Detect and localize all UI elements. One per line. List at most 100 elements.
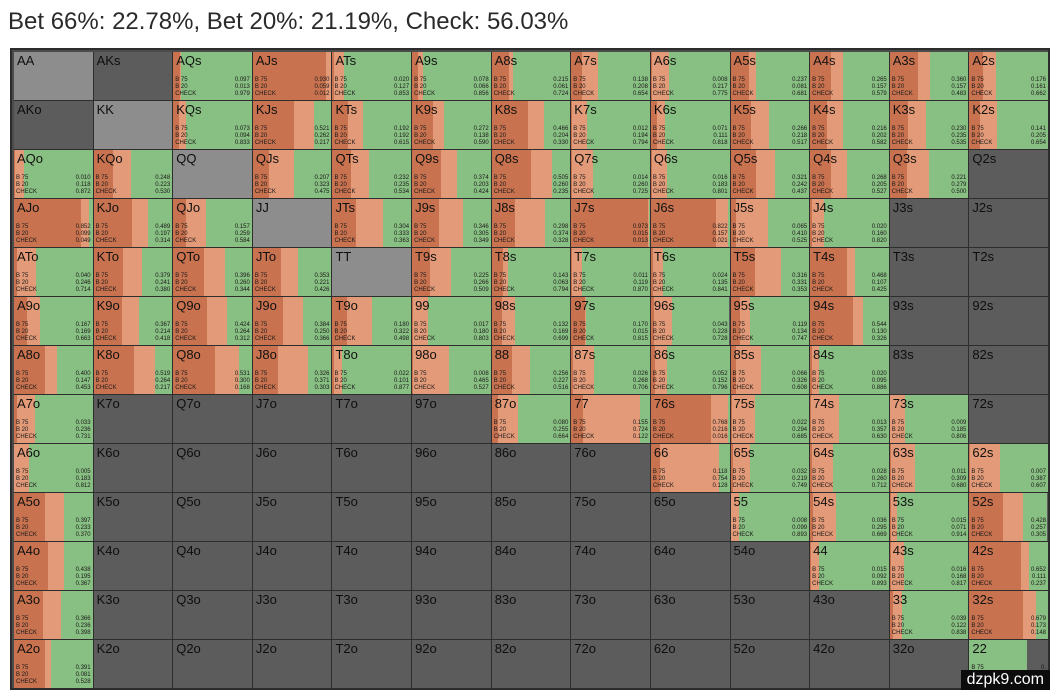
hand-cell-k5o[interactable]: K5o [93,493,173,541]
hand-cell-43s[interactable]: 43s B 75 0.016 B 20 0.168 CHECK 0.817 [889,542,969,590]
hand-cell-64s[interactable]: 64s B 75 0.028 B 20 0.260 CHECK 0.712 [810,444,889,492]
hand-cell-j3s[interactable]: J3s [889,199,969,247]
hand-cell-t4s[interactable]: T4s B 75 0.468 B 20 0.107 CHECK 0.425 [810,248,889,296]
hand-cell-95s[interactable]: 95s B 75 0.119 B 20 0.134 CHECK 0.747 [730,297,810,345]
hand-cell-j4o[interactable]: J4o [252,542,332,590]
hand-cell-j2s[interactable]: J2s [969,199,1048,247]
hand-cell-a7o[interactable]: A7o B 75 0.033 B 20 0.236 CHECK 0.731 [14,395,93,443]
hand-cell-k6s[interactable]: K6s B 75 0.071 B 20 0.111 CHECK 0.818 [650,101,730,149]
hand-cell-63s[interactable]: 63s B 75 0.011 B 20 0.309 CHECK 0.680 [889,444,969,492]
hand-cell-54o[interactable]: 54o [730,542,810,590]
hand-cell-65s[interactable]: 65s B 75 0.032 B 20 0.219 CHECK 0.749 [730,444,810,492]
hand-cell-k3o[interactable]: K3o [93,591,173,639]
hand-cell-73o[interactable]: 73o [571,591,650,639]
hand-cell-76s[interactable]: 76s B 75 0.768 B 20 0.216 CHECK 0.016 [650,395,730,443]
hand-cell-84s[interactable]: 84s B 75 0.020 B 20 0.095 CHECK 0.886 [810,346,889,394]
hand-cell-93o[interactable]: 93o [412,591,491,639]
hand-cell-a4o[interactable]: A4o B 75 0.438 B 20 0.195 CHECK 0.367 [14,542,93,590]
hand-cell-42s[interactable]: 42s B 75 0.652 B 20 0.111 CHECK 0.237 [969,542,1048,590]
hand-cell-j9o[interactable]: J9o B 75 0.384 B 20 0.250 CHECK 0.366 [252,297,332,345]
hand-cell-k5s[interactable]: K5s B 75 0.266 B 20 0.218 CHECK 0.517 [730,101,810,149]
hand-cell-a4s[interactable]: A4s B 75 0.265 B 20 0.157 CHECK 0.579 [810,52,889,100]
hand-cell-86o[interactable]: 86o [491,444,571,492]
hand-cell-53o[interactable]: 53o [730,591,810,639]
hand-cell-q5o[interactable]: Q5o [173,493,252,541]
hand-cell-aa[interactable]: AA [14,52,93,100]
hand-cell-qjo[interactable]: QJo B 75 0.157 B 20 0.259 CHECK 0.584 [173,199,252,247]
hand-cell-kto[interactable]: KTo B 75 0.379 B 20 0.241 CHECK 0.380 [93,248,173,296]
hand-cell-j6s[interactable]: J6s B 75 0.822 B 20 0.157 CHECK 0.021 [650,199,730,247]
hand-cell-a5s[interactable]: A5s B 75 0.237 B 20 0.081 CHECK 0.681 [730,52,810,100]
hand-cell-ajo[interactable]: AJo B 75 0.852 B 20 0.099 CHECK 0.049 [14,199,93,247]
hand-cell-ajs[interactable]: AJs B 75 0.930 B 20 0.059 CHECK 0.012 [252,52,332,100]
hand-cell-66[interactable]: 66 B 75 0.118 B 20 0.754 CHECK 0.128 [650,444,730,492]
hand-cell-q9o[interactable]: Q9o B 75 0.424 B 20 0.264 CHECK 0.312 [173,297,252,345]
hand-cell-43o[interactable]: 43o [810,591,889,639]
hand-cell-a9s[interactable]: A9s B 75 0.078 B 20 0.066 CHECK 0.856 [412,52,491,100]
hand-cell-t6o[interactable]: T6o [332,444,412,492]
hand-cell-63o[interactable]: 63o [650,591,730,639]
hand-cell-a6o[interactable]: A6o B 75 0.005 B 20 0.183 CHECK 0.812 [14,444,93,492]
hand-cell-92s[interactable]: 92s [969,297,1048,345]
hand-cell-72o[interactable]: 72o [571,640,650,688]
hand-cell-87o[interactable]: 87o B 75 0.080 B 20 0.255 CHECK 0.664 [491,395,571,443]
hand-cell-q7o[interactable]: Q7o [173,395,252,443]
hand-cell-k4o[interactable]: K4o [93,542,173,590]
hand-cell-j7o[interactable]: J7o [252,395,332,443]
hand-cell-64o[interactable]: 64o [650,542,730,590]
hand-cell-76o[interactable]: 76o [571,444,650,492]
hand-cell-a7s[interactable]: A7s B 75 0.138 B 20 0.208 CHECK 0.654 [571,52,650,100]
hand-cell-q6o[interactable]: Q6o [173,444,252,492]
hand-cell-52s[interactable]: 52s B 75 0.428 B 20 0.257 CHECK 0.305 [969,493,1048,541]
hand-cell-73s[interactable]: 73s B 75 0.009 B 20 0.185 CHECK 0.806 [889,395,969,443]
hand-cell-jto[interactable]: JTo B 75 0.353 B 20 0.221 CHECK 0.426 [252,248,332,296]
hand-cell-a2s[interactable]: A2s B 75 0.176 B 20 0.161 CHECK 0.662 [969,52,1048,100]
hand-cell-kjs[interactable]: KJs B 75 0.521 B 20 0.262 CHECK 0.217 [252,101,332,149]
hand-cell-t8s[interactable]: T8s B 75 0.143 B 20 0.063 CHECK 0.794 [491,248,571,296]
hand-cell-96s[interactable]: 96s B 75 0.043 B 20 0.228 CHECK 0.728 [650,297,730,345]
hand-cell-q2s[interactable]: Q2s [969,150,1048,198]
hand-cell-q9s[interactable]: Q9s B 75 0.374 B 20 0.203 CHECK 0.424 [412,150,491,198]
hand-cell-74o[interactable]: 74o [571,542,650,590]
hand-cell-qts[interactable]: QTs B 75 0.232 B 20 0.235 CHECK 0.534 [332,150,412,198]
hand-cell-kts[interactable]: KTs B 75 0.192 B 20 0.192 CHECK 0.615 [332,101,412,149]
hand-cell-83s[interactable]: 83s [889,346,969,394]
hand-cell-92o[interactable]: 92o [412,640,491,688]
hand-cell-jj[interactable]: JJ [252,199,332,247]
hand-cell-52o[interactable]: 52o [730,640,810,688]
hand-cell-t2o[interactable]: T2o [332,640,412,688]
hand-cell-j8o[interactable]: J8o B 75 0.326 B 20 0.371 CHECK 0.303 [252,346,332,394]
hand-cell-a2o[interactable]: A2o B 75 0.391 B 20 0.081 CHECK 0.528 [14,640,93,688]
hand-cell-65o[interactable]: 65o [650,493,730,541]
hand-cell-q4o[interactable]: Q4o [173,542,252,590]
hand-cell-85o[interactable]: 85o [491,493,571,541]
hand-cell-t5o[interactable]: T5o [332,493,412,541]
hand-cell-33[interactable]: 33 B 75 0.039 B 20 0.122 CHECK 0.838 [889,591,969,639]
hand-cell-t4o[interactable]: T4o [332,542,412,590]
hand-cell-94o[interactable]: 94o [412,542,491,590]
hand-cell-ato[interactable]: ATo B 75 0.040 B 20 0.246 CHECK 0.714 [14,248,93,296]
hand-cell-t3o[interactable]: T3o [332,591,412,639]
hand-cell-85s[interactable]: 85s B 75 0.066 B 20 0.326 CHECK 0.608 [730,346,810,394]
hand-cell-99[interactable]: 99 B 75 0.017 B 20 0.180 CHECK 0.803 [412,297,491,345]
hand-cell-44[interactable]: 44 B 75 0.015 B 20 0.092 CHECK 0.893 [810,542,889,590]
hand-cell-q3s[interactable]: Q3s B 75 0.221 B 20 0.279 CHECK 0.500 [889,150,969,198]
hand-cell-k8s[interactable]: K8s B 75 0.466 B 20 0.204 CHECK 0.330 [491,101,571,149]
hand-cell-k9o[interactable]: K9o B 75 0.367 B 20 0.214 CHECK 0.418 [93,297,173,345]
hand-cell-j6o[interactable]: J6o [252,444,332,492]
hand-cell-75s[interactable]: 75s B 75 0.022 B 20 0.294 CHECK 0.685 [730,395,810,443]
hand-cell-j3o[interactable]: J3o [252,591,332,639]
hand-cell-k3s[interactable]: K3s B 75 0.230 B 20 0.235 CHECK 0.535 [889,101,969,149]
hand-cell-96o[interactable]: 96o [412,444,491,492]
hand-cell-k8o[interactable]: K8o B 75 0.519 B 20 0.264 CHECK 0.217 [93,346,173,394]
hand-cell-aks[interactable]: AKs [93,52,173,100]
hand-cell-k2s[interactable]: K2s B 75 0.141 B 20 0.205 CHECK 0.654 [969,101,1048,149]
hand-cell-j9s[interactable]: J9s B 75 0.346 B 20 0.305 CHECK 0.349 [412,199,491,247]
hand-cell-j4s[interactable]: J4s B 75 0.020 B 20 0.160 CHECK 0.820 [810,199,889,247]
hand-cell-ats[interactable]: ATs B 75 0.020 B 20 0.127 CHECK 0.853 [332,52,412,100]
hand-cell-k9s[interactable]: K9s B 75 0.272 B 20 0.138 CHECK 0.590 [412,101,491,149]
hand-cell-97o[interactable]: 97o [412,395,491,443]
hand-cell-84o[interactable]: 84o [491,542,571,590]
hand-cell-82o[interactable]: 82o [491,640,571,688]
hand-cell-94s[interactable]: 94s B 75 0.544 B 20 0.130 CHECK 0.326 [810,297,889,345]
